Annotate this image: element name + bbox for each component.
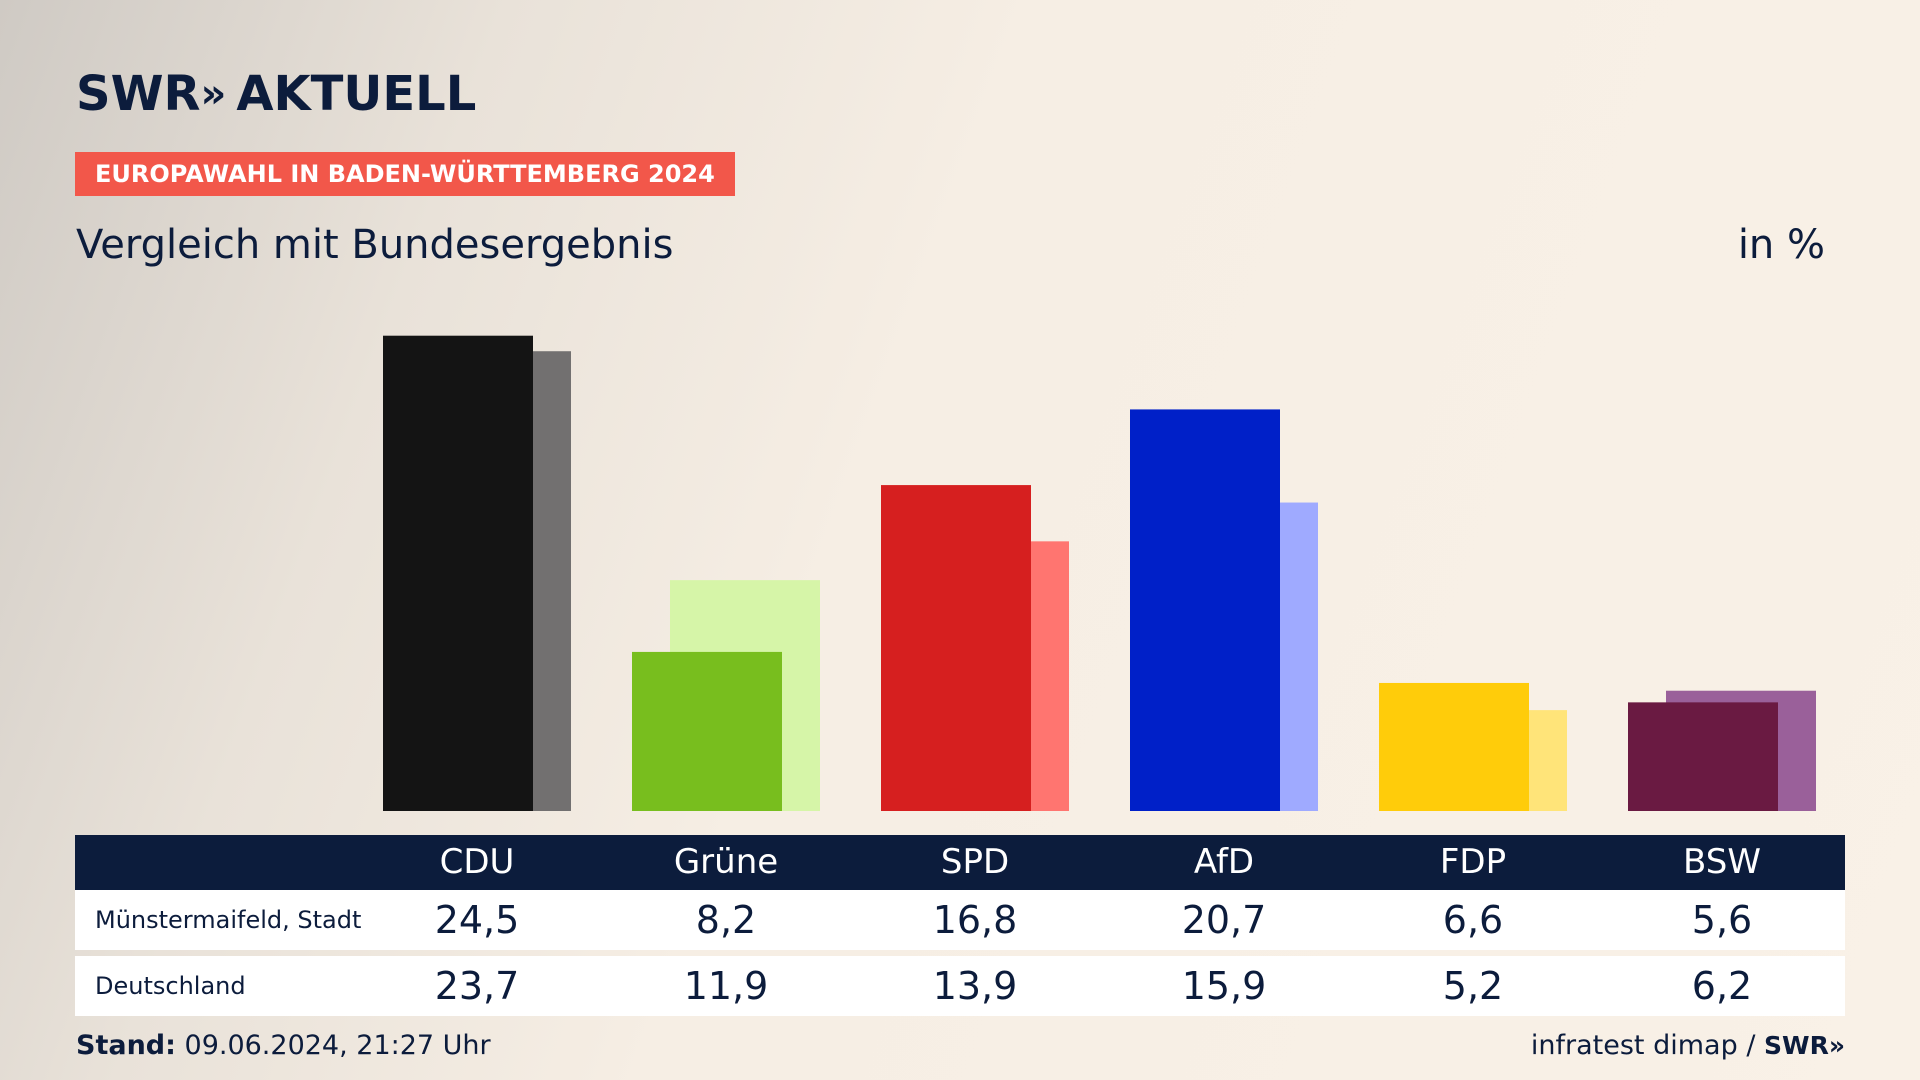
- results-table: CDU Grüne SPD AfD FDP BSW Münstermaifeld, Sta…: [75, 835, 1845, 1016]
- value-cell-fdp: 6,6: [1442, 898, 1504, 942]
- column-header-bsw: BSW: [1683, 842, 1761, 882]
- bar-spd-muenstermaifeld: [881, 485, 1031, 811]
- table-row: Münstermaifeld, Stadt 24,5 8,2 16,8 20,7 6,6…: [75, 890, 1845, 950]
- logo-aktuell: AKTUELL: [236, 66, 477, 122]
- bar-chart: [383, 335, 1816, 811]
- column-header-cdu: CDU: [439, 842, 515, 882]
- row-label: Münstermaifeld, Stadt: [95, 906, 362, 934]
- column-header-grüne: Grüne: [673, 842, 779, 882]
- column-header-afd: AfD: [1193, 842, 1255, 882]
- row-label: Deutschland: [95, 972, 246, 1000]
- bar-fdp-muenstermaifeld: [1379, 682, 1529, 811]
- value-cell-spd: 16,8: [932, 898, 1018, 942]
- value-cell-afd: 15,9: [1181, 964, 1267, 1008]
- value-cell-grüne: 8,2: [695, 898, 757, 942]
- value-cell-cdu: 24,5: [434, 898, 520, 942]
- value-cell-bsw: 5,6: [1691, 898, 1753, 942]
- chart-title: Vergleich mit Bundesergebnis: [76, 222, 674, 268]
- source-credit: infratest dimap / SWR»: [1531, 1030, 1845, 1061]
- value-cell-cdu: 23,7: [434, 964, 520, 1008]
- table-header: CDU Grüne SPD AfD FDP BSW: [75, 835, 1845, 890]
- stand-label: Stand:: [76, 1030, 176, 1061]
- table-row: Deutschland 23,7 11,9 13,9 15,9 5,2 6,2: [75, 956, 1845, 1016]
- footer-swr-logo: SWR»: [1764, 1031, 1845, 1060]
- value-cell-bsw: 6,2: [1691, 964, 1753, 1008]
- timestamp: Stand: 09.06.2024, 21:27 Uhr: [76, 1030, 491, 1061]
- election-badge: EUROPAWAHL IN BADEN-WÜRTTEMBERG 2024: [75, 152, 735, 196]
- value-cell-spd: 13,9: [932, 964, 1018, 1008]
- column-header-spd: SPD: [940, 842, 1010, 882]
- column-header-fdp: FDP: [1439, 842, 1507, 882]
- value-cell-fdp: 5,2: [1442, 964, 1504, 1008]
- value-cell-afd: 20,7: [1181, 898, 1267, 942]
- unit-label: in %: [1737, 222, 1825, 268]
- value-cell-grüne: 11,9: [683, 964, 769, 1008]
- bar-bsw-muenstermaifeld: [1628, 702, 1778, 811]
- source-text: infratest dimap /: [1530, 1030, 1756, 1061]
- bar-cdu-muenstermaifeld: [383, 335, 533, 811]
- swr-aktuell-logo: SWR» AKTUELL: [76, 66, 476, 122]
- logo-swr: SWR: [76, 66, 201, 122]
- bar-afd-muenstermaifeld: [1130, 409, 1280, 811]
- stand-value: 09.06.2024, 21:27 Uhr: [184, 1030, 491, 1061]
- bar-grüne-muenstermaifeld: [632, 651, 782, 811]
